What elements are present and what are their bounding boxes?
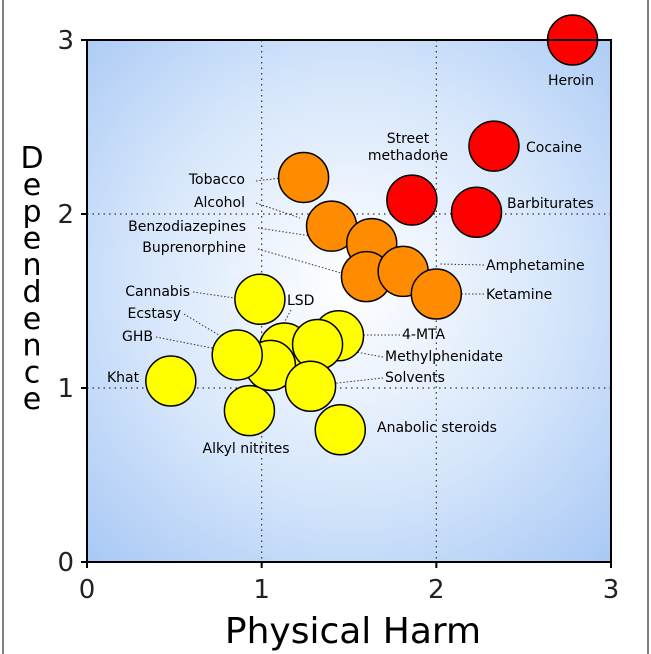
label-cannabis: Cannabis [125,284,190,300]
bubble-alkyl-nitrites [223,384,276,437]
y-tick-label-0: 0 [57,548,74,578]
bubble-solvents [284,360,337,413]
label-methylphenidate: Methylphenidate [385,349,503,365]
y-axis-title-letter: e [23,382,41,417]
y-tick-label-2: 2 [57,200,74,230]
label-alcohol: Alcohol [194,195,245,211]
label-lsd: LSD [287,293,314,309]
y-axis-title-letter: d [22,275,41,310]
bubble-street-methadone [386,174,438,226]
label-tobacco: Tobacco [188,172,245,188]
label-benzodiazepines: Benzodiazepines [128,219,246,235]
leader-lsd [277,309,292,335]
label-buprenorphine: Buprenorphine [142,240,246,256]
x-axis-title: Physical Harm [225,611,481,652]
y-axis-title-letter: D [20,141,43,176]
label-amphetamine: Amphetamine [486,258,585,274]
label-street-methadone: Street methadone [368,131,448,164]
bubble-cocaine [468,120,520,172]
leader-ghb [155,336,233,353]
label-ecstasy: Ecstasy [128,306,181,322]
leader-buprenorphine [257,248,349,276]
label-solvents: Solvents [385,370,445,386]
label-anabolic-steroids: Anabolic steroids [377,420,497,436]
leader-methylphenidate [317,344,384,358]
label-barbiturates: Barbiturates [507,196,594,212]
axis-ticks: 0 1 2 3 0 1 2 3 [57,26,619,605]
plot-background [87,40,611,562]
y-tick-label-1: 1 [57,374,74,404]
y-axis-title-letter: n [22,329,41,364]
leader-amphetamine [439,263,485,266]
label-heroin: Heroin [548,73,594,89]
y-axis-title-letter: e [23,168,41,203]
y-tick-label-3: 3 [57,26,74,56]
bubble-barbiturates [450,186,503,239]
y-axis-title-letter: n [22,248,41,283]
y-axis-title-letter: p [22,195,41,230]
y-axis-title-letter: c [24,355,41,390]
bubble-ghb [211,329,263,381]
label-cocaine: Cocaine [526,140,582,156]
y-axis-title-letter: e [23,221,41,256]
y-axis-title-letter: e [23,302,41,337]
bubble-anabolic-steroids [314,404,367,456]
leader-alcohol [255,202,301,219]
plot-border [86,39,612,563]
x-tick-label-0: 0 [79,575,96,605]
bubble-ketamine [410,268,463,320]
x-tick-label-1: 1 [253,575,270,605]
label-ketamine: Ketamine [486,287,552,303]
x-tick-label-2: 2 [428,575,445,605]
bubble-cannabis [234,273,286,326]
bubble-labels: Heroin Cocaine Street methadone Barbiturates… [107,73,594,457]
x-tick-label-3: 3 [603,575,620,605]
label-khat: Khat [107,370,140,386]
label-ghb: GHB [122,329,153,345]
grid-lines [87,40,611,562]
label-alkyl-nitrites: Alkyl nitrites [203,441,290,457]
bubble-khat [145,355,197,407]
bubble-tobacco [277,151,330,204]
label-4-mta: 4-MTA [402,327,446,343]
